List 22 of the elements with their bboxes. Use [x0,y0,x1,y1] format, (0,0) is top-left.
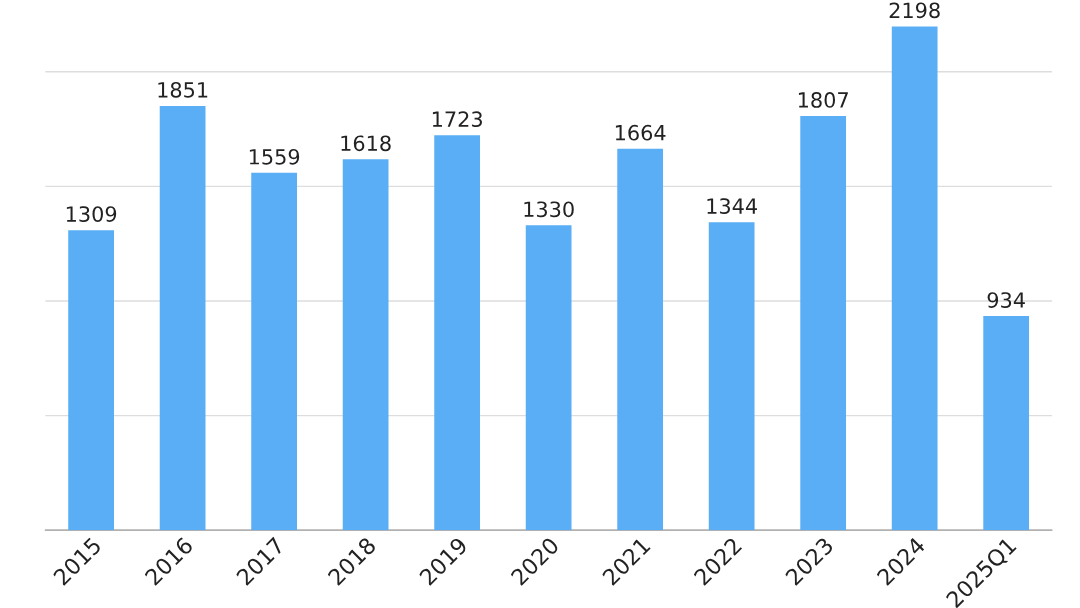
data-label: 2198 [889,2,940,19]
data-label: 1618 [341,135,391,152]
bar [159,105,206,531]
bar [708,222,755,531]
bar [891,26,938,531]
bar [525,225,572,531]
bar [251,172,297,531]
data-label: 1309 [66,206,117,222]
bar [434,135,481,531]
data-label: 1664 [615,124,666,141]
data-label: 1330 [524,201,574,218]
bar [617,148,664,531]
bar [68,230,114,531]
bar [983,316,1030,531]
bar [342,159,389,531]
data-label: 1723 [432,111,482,128]
data-label: 1807 [798,92,848,108]
bar [800,116,847,531]
data-label: 934 [987,292,1025,308]
data-label: 1559 [249,148,300,165]
data-label: 1851 [158,81,208,98]
data-label: 1344 [707,198,757,214]
